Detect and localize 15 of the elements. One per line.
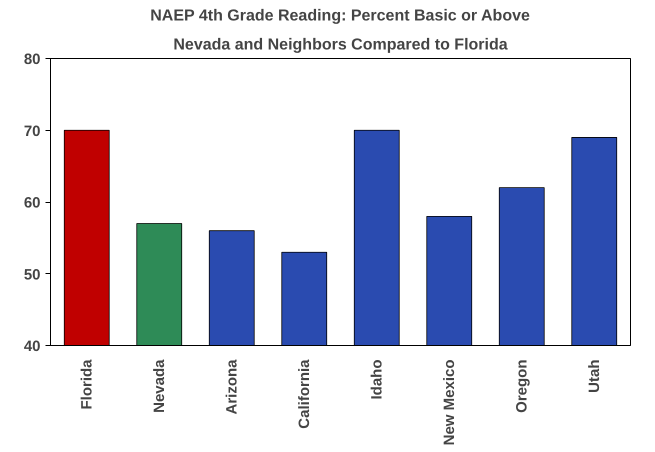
x-tick-label: Utah (586, 359, 603, 393)
x-tick-label: Nevada (150, 358, 168, 413)
y-tick-label: 70 (24, 122, 41, 140)
x-tick-label: New Mexico (440, 359, 458, 446)
y-tick-label: 50 (24, 266, 41, 284)
x-tick-label: California (296, 358, 313, 429)
chart-title: NAEP 4th Grade Reading: Percent Basic or Above (150, 8, 530, 24)
y-tick-label: 80 (24, 51, 41, 68)
y-tick-label: 60 (24, 194, 41, 212)
y-tick-label: 40 (24, 338, 41, 355)
x-tick-label: Arizona (223, 358, 240, 415)
x-tick-label: Florida (78, 358, 96, 410)
chart-subtitle: Nevada and Neighbors Compared to Florida (173, 36, 508, 54)
x-tick-label: Idaho (368, 360, 386, 400)
x-tick-label: Oregon (513, 359, 530, 413)
